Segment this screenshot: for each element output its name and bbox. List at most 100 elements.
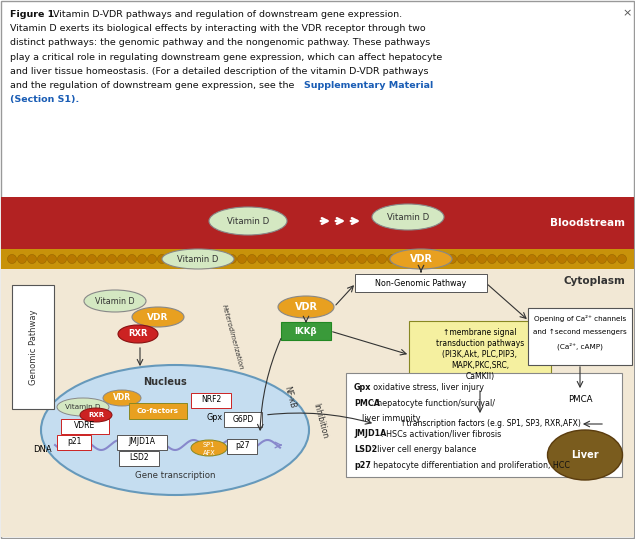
Circle shape	[488, 254, 497, 264]
Text: Vitamin D: Vitamin D	[227, 217, 269, 225]
Text: VDR: VDR	[147, 313, 169, 321]
Text: : hepatocyte function/survival/: : hepatocyte function/survival/	[372, 398, 495, 407]
Text: transduction pathways: transduction pathways	[436, 339, 524, 348]
Ellipse shape	[132, 307, 184, 327]
Text: JMJD1A: JMJD1A	[354, 430, 386, 439]
Text: MAPK,PKC,SRC,: MAPK,PKC,SRC,	[451, 361, 509, 370]
Circle shape	[157, 254, 166, 264]
Circle shape	[288, 254, 297, 264]
Text: ×: ×	[622, 8, 632, 18]
Text: PMCA: PMCA	[354, 398, 380, 407]
Text: and ↑second messengers: and ↑second messengers	[533, 329, 627, 335]
FancyBboxPatch shape	[355, 274, 487, 292]
Text: liver immunity: liver immunity	[362, 414, 420, 423]
Ellipse shape	[103, 390, 141, 406]
Circle shape	[237, 254, 246, 264]
Circle shape	[318, 254, 326, 264]
Circle shape	[587, 254, 596, 264]
Text: SP1: SP1	[203, 442, 215, 448]
Text: Nucleus: Nucleus	[143, 377, 187, 387]
Ellipse shape	[80, 408, 112, 422]
Circle shape	[8, 254, 17, 264]
Text: Inhibition: Inhibition	[311, 402, 329, 440]
Circle shape	[117, 254, 126, 264]
Circle shape	[58, 254, 67, 264]
Text: Vitamin D: Vitamin D	[65, 404, 101, 410]
Circle shape	[398, 254, 406, 264]
FancyBboxPatch shape	[61, 419, 109, 434]
Text: play a critical role in regulating downstream gene expression, which can affect : play a critical role in regulating downs…	[10, 53, 442, 61]
Ellipse shape	[209, 207, 287, 235]
Text: : hepatocyte differentiation and proliferation, HCC: : hepatocyte differentiation and prolife…	[368, 460, 570, 469]
Text: Vitamin D: Vitamin D	[177, 254, 218, 264]
Ellipse shape	[390, 249, 452, 269]
Circle shape	[187, 254, 196, 264]
FancyBboxPatch shape	[191, 393, 231, 408]
Circle shape	[598, 254, 606, 264]
Circle shape	[48, 254, 57, 264]
Circle shape	[298, 254, 307, 264]
FancyBboxPatch shape	[117, 435, 167, 450]
Circle shape	[438, 254, 446, 264]
Circle shape	[168, 254, 177, 264]
Circle shape	[248, 254, 257, 264]
Circle shape	[347, 254, 356, 264]
Circle shape	[138, 254, 147, 264]
FancyBboxPatch shape	[12, 285, 54, 409]
Ellipse shape	[372, 204, 444, 230]
Bar	[1, 249, 634, 269]
FancyBboxPatch shape	[57, 435, 91, 450]
Text: Vitamin D exerts its biological effects by interacting with the VDR receptor thr: Vitamin D exerts its biological effects …	[10, 24, 425, 33]
Circle shape	[178, 254, 187, 264]
Text: Figure 1.: Figure 1.	[10, 10, 58, 19]
Ellipse shape	[191, 440, 227, 456]
Circle shape	[368, 254, 377, 264]
Text: Bloodstream: Bloodstream	[550, 218, 625, 228]
Circle shape	[307, 254, 316, 264]
Circle shape	[457, 254, 467, 264]
Text: JMJD1A: JMJD1A	[128, 438, 156, 446]
FancyBboxPatch shape	[224, 412, 262, 427]
Text: VDR: VDR	[295, 302, 318, 312]
FancyBboxPatch shape	[528, 308, 632, 365]
Circle shape	[128, 254, 137, 264]
Ellipse shape	[547, 430, 622, 480]
Ellipse shape	[162, 249, 234, 269]
Circle shape	[448, 254, 457, 264]
Circle shape	[37, 254, 46, 264]
Circle shape	[547, 254, 556, 264]
FancyBboxPatch shape	[374, 415, 606, 433]
Text: (Ca²⁺, cAMP): (Ca²⁺, cAMP)	[557, 343, 603, 350]
Circle shape	[218, 254, 227, 264]
Text: AFX: AFX	[203, 450, 215, 456]
Text: NRF2: NRF2	[201, 396, 221, 404]
Text: Vitamin D: Vitamin D	[95, 296, 135, 306]
FancyBboxPatch shape	[346, 373, 622, 477]
Text: G6PD: G6PD	[232, 414, 253, 424]
Circle shape	[98, 254, 107, 264]
Circle shape	[258, 254, 267, 264]
FancyBboxPatch shape	[227, 439, 257, 454]
Text: (Section S1).: (Section S1).	[10, 95, 79, 104]
Text: p27: p27	[235, 441, 250, 451]
Circle shape	[197, 254, 206, 264]
Circle shape	[88, 254, 97, 264]
Text: Opening of Ca²⁺ channels: Opening of Ca²⁺ channels	[534, 315, 626, 322]
Circle shape	[227, 254, 236, 264]
Circle shape	[77, 254, 86, 264]
Ellipse shape	[41, 365, 309, 495]
Text: NF-κB: NF-κB	[283, 385, 297, 409]
Text: PMCA: PMCA	[568, 395, 592, 404]
Text: CaMKII): CaMKII)	[465, 372, 495, 381]
FancyBboxPatch shape	[119, 451, 159, 466]
Circle shape	[417, 254, 427, 264]
Text: Co-factors: Co-factors	[137, 408, 179, 414]
FancyBboxPatch shape	[129, 403, 187, 419]
Ellipse shape	[118, 325, 158, 343]
Text: DNA: DNA	[32, 446, 51, 454]
Text: : HSCs activation/liver fibrosis: : HSCs activation/liver fibrosis	[381, 430, 501, 439]
Ellipse shape	[84, 290, 146, 312]
Text: RXR: RXR	[128, 329, 148, 338]
FancyBboxPatch shape	[553, 390, 607, 408]
Text: Vitamin D-VDR pathways and regulation of downstream gene expression.: Vitamin D-VDR pathways and regulation of…	[50, 10, 402, 19]
